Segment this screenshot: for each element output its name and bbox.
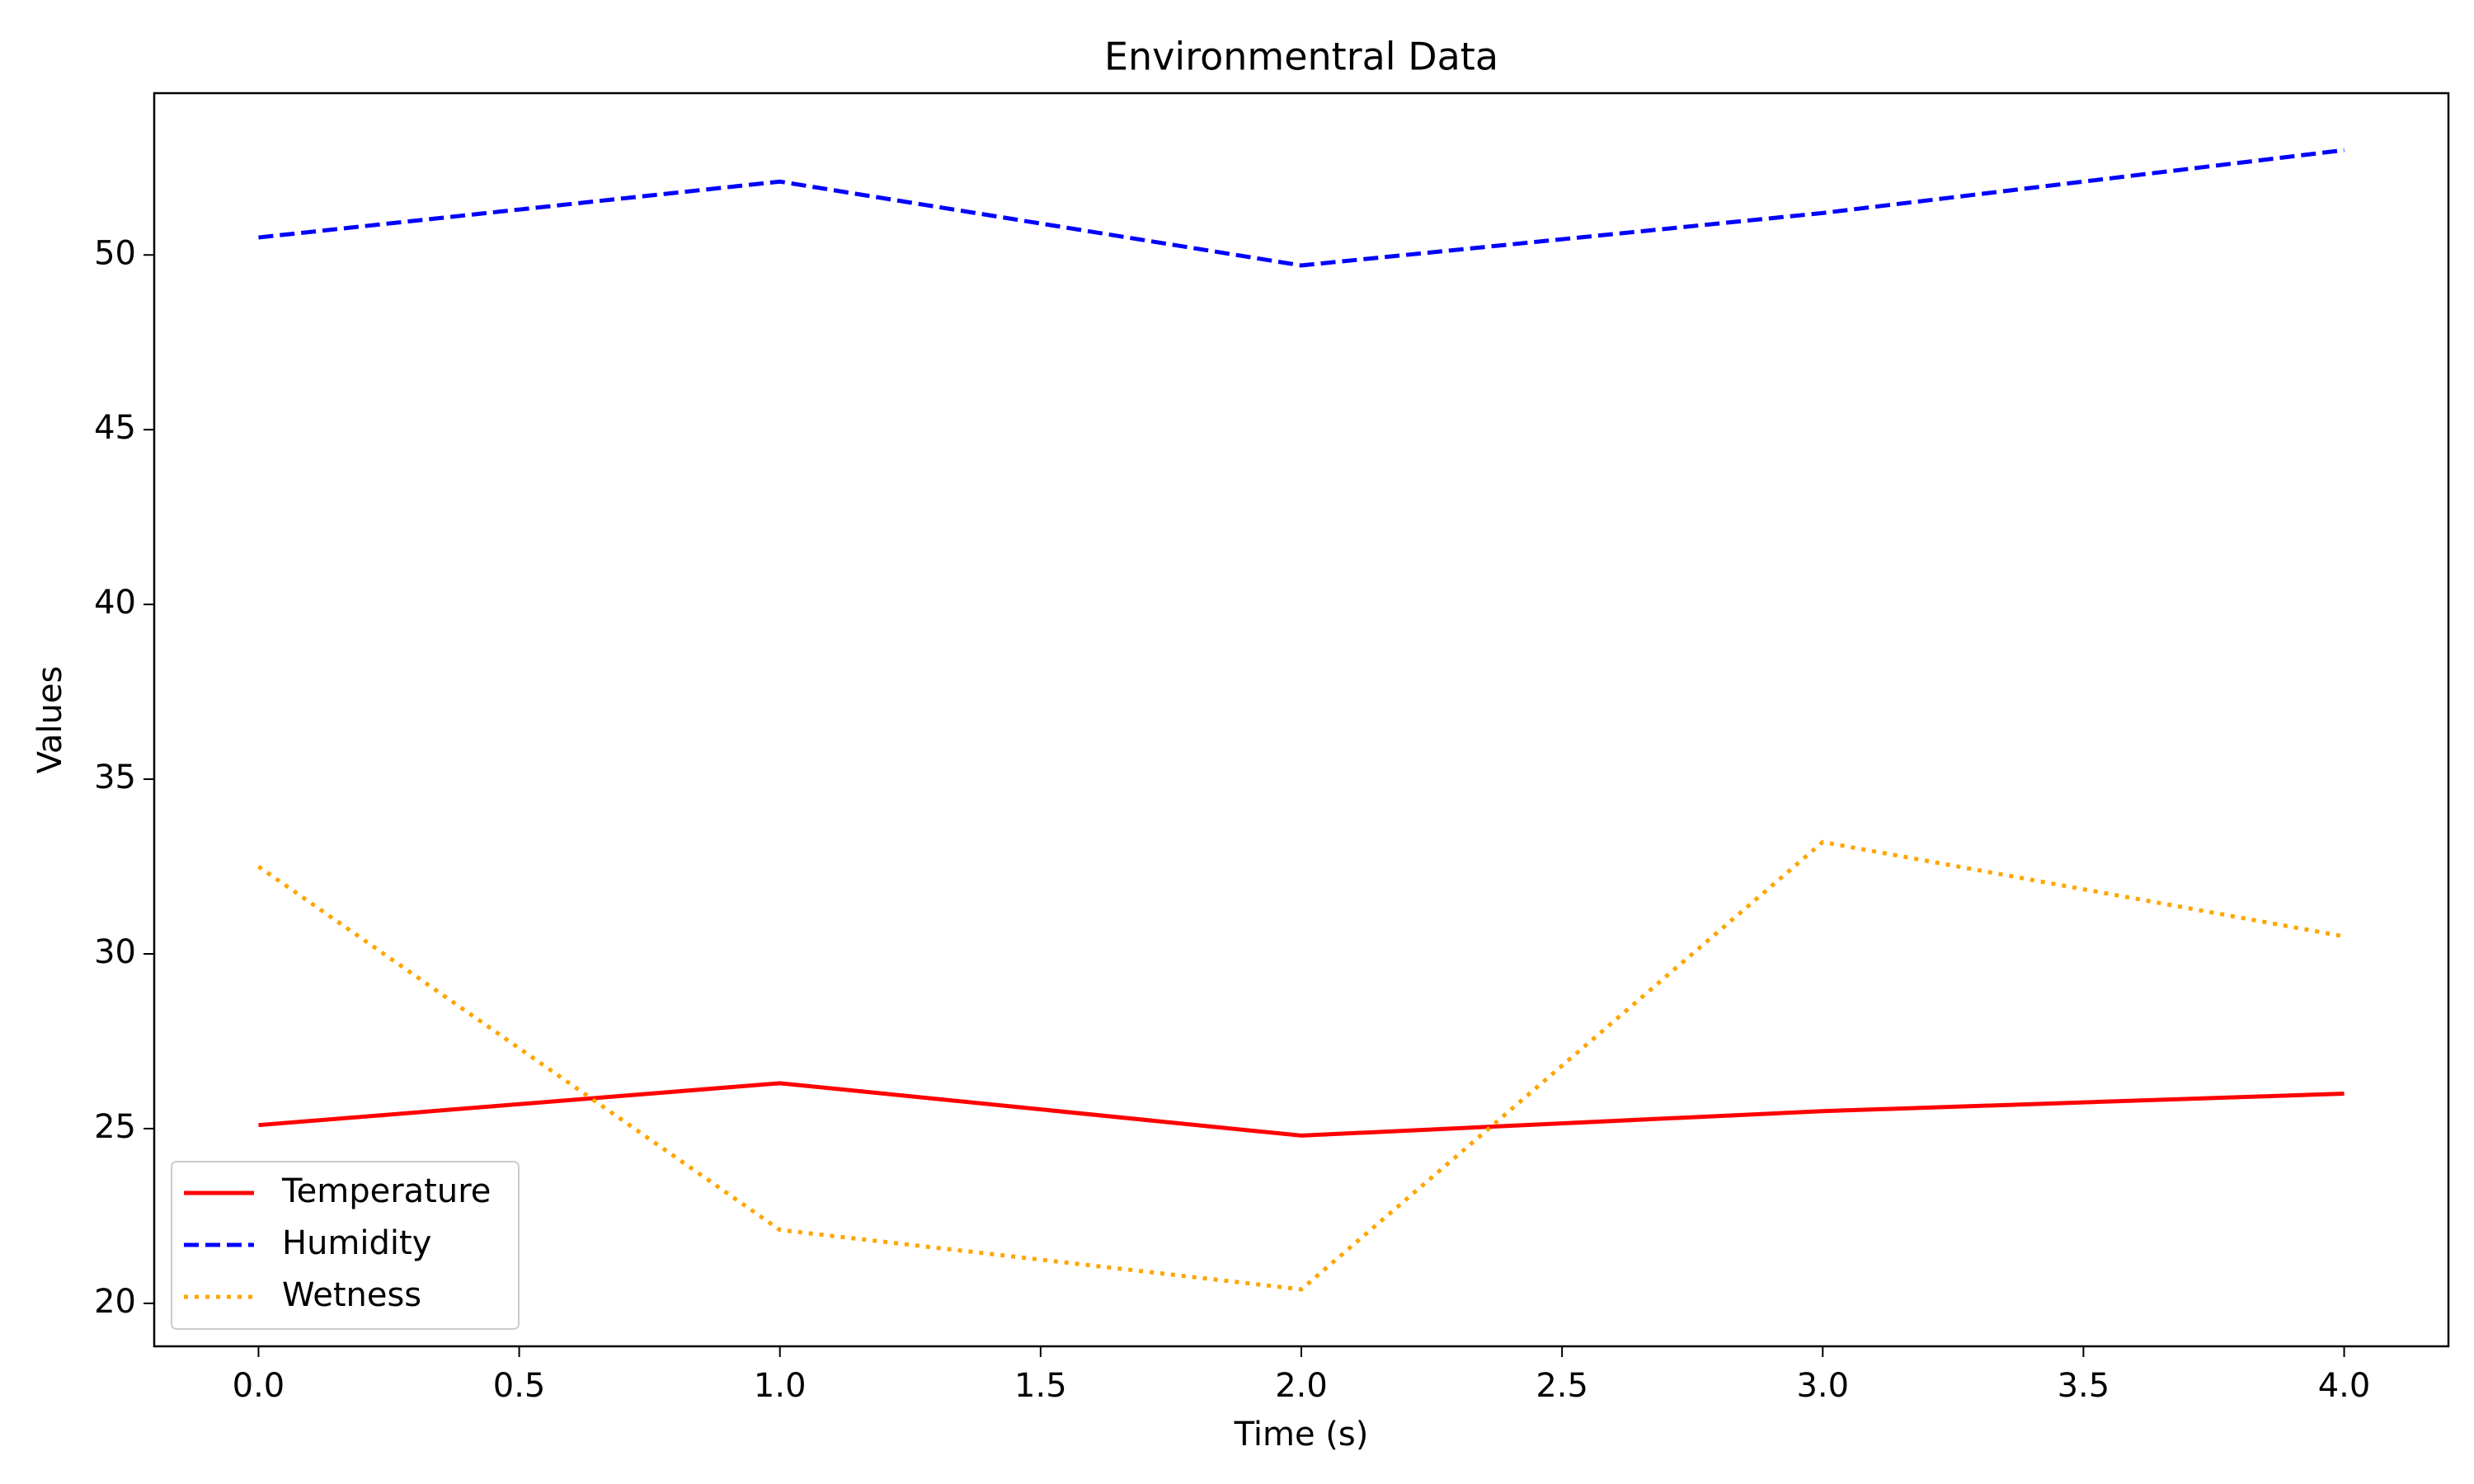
data-line — [258, 148, 2345, 268]
x-tick-label: 3.0 — [1796, 1367, 1849, 1405]
x-tick-label: 3.5 — [2058, 1367, 2110, 1405]
x-axis-label: Time (s) — [1234, 1416, 1369, 1453]
data-line — [257, 839, 2345, 1292]
plot-frame — [153, 92, 2450, 1348]
y-axis-label: Values — [31, 666, 69, 774]
y-tick-label: 30 — [94, 933, 136, 971]
y-tick-label: 45 — [94, 409, 136, 447]
chart-title: Environmentral Data — [1104, 35, 1498, 79]
x-tick-label: 1.5 — [1014, 1367, 1067, 1405]
y-tick-label: 50 — [94, 234, 136, 272]
y-tick-label: 35 — [94, 758, 136, 796]
x-tick-label: 4.0 — [2318, 1367, 2371, 1405]
x-tick-label: 2.0 — [1275, 1367, 1328, 1405]
y-tick-label: 25 — [94, 1108, 136, 1146]
x-tick-label: 0.5 — [493, 1367, 546, 1405]
y-tick-label: 40 — [94, 584, 136, 622]
x-tick-label: 2.5 — [1536, 1367, 1588, 1405]
data-line — [258, 1081, 2345, 1138]
legend-label: Humidity — [282, 1224, 431, 1262]
legend-box — [171, 1161, 520, 1330]
legend-label: Wetness — [282, 1276, 421, 1314]
y-tick-label: 20 — [94, 1283, 136, 1321]
legend-label: Temperature — [281, 1172, 491, 1210]
x-tick-label: 1.0 — [754, 1367, 807, 1405]
x-tick-label: 0.0 — [233, 1367, 285, 1405]
